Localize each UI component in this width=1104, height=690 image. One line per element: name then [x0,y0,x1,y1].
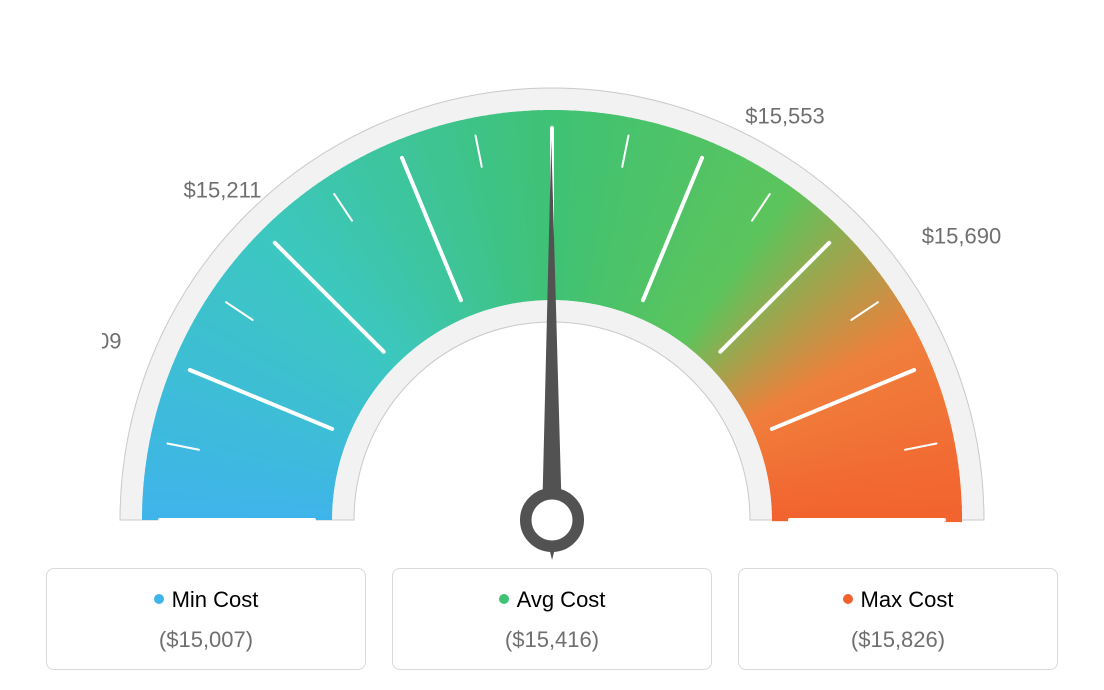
gauge-svg: $15,007$15,109$15,211$15,416$15,553$15,6… [102,60,1002,560]
legend-title-avg-text: Avg Cost [517,587,606,612]
legend-card-min: Min Cost ($15,007) [46,568,366,670]
legend-value-max: ($15,826) [749,627,1047,653]
legend-title-max: Max Cost [749,587,1047,613]
legend-value-avg: ($15,416) [403,627,701,653]
legend-title-min: Min Cost [57,587,355,613]
legend-card-avg: Avg Cost ($15,416) [392,568,712,670]
cost-gauge-chart: $15,007$15,109$15,211$15,416$15,553$15,6… [0,0,1104,690]
legend-title-max-text: Max Cost [861,587,954,612]
legend-dot-min [154,594,164,604]
scale-label: $15,553 [745,103,825,128]
legend-title-avg: Avg Cost [403,587,701,613]
scale-label: $15,211 [184,177,262,202]
gauge-area: $15,007$15,109$15,211$15,416$15,553$15,6… [0,0,1104,560]
legend-value-min: ($15,007) [57,627,355,653]
scale-label: $15,690 [922,223,1002,248]
scale-label: $15,109 [102,329,121,354]
legend-title-min-text: Min Cost [172,587,259,612]
legend-dot-max [843,594,853,604]
legend-card-max: Max Cost ($15,826) [738,568,1058,670]
legend-dot-avg [499,594,509,604]
legend-row: Min Cost ($15,007) Avg Cost ($15,416) Ma… [0,568,1104,670]
